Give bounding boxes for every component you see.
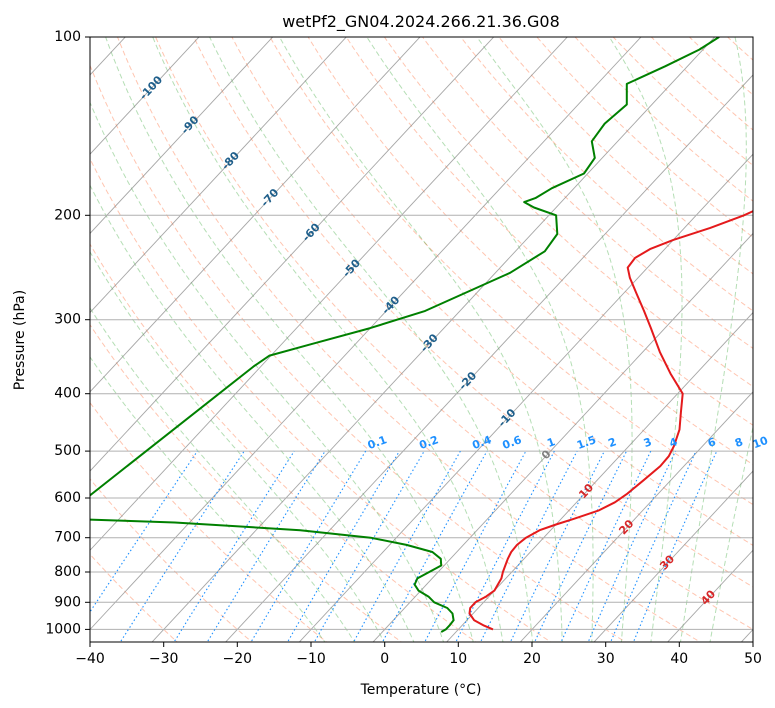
- y-tick-label: 800: [54, 564, 81, 580]
- mixing-ratio-lines: [90, 450, 718, 642]
- isotherm-line: [372, 232, 753, 642]
- x-tick-label: 40: [670, 651, 688, 667]
- x-tick-label: −10: [296, 651, 326, 667]
- mixing-ratio-line: [424, 450, 527, 642]
- mixing-ratio-label: 2: [606, 435, 618, 450]
- isotherm-line: [90, 37, 274, 235]
- mixing-ratio-line: [286, 450, 400, 642]
- y-tick-label: 1000: [45, 621, 81, 637]
- x-tick-label: 20: [523, 651, 541, 667]
- y-axis-label: Pressure (hPa): [12, 290, 28, 390]
- mixing-ratio-label: 8: [733, 435, 745, 450]
- mixing-ratio-line: [560, 450, 652, 642]
- isotherm-line: [151, 37, 716, 642]
- mixing-ratio-line: [119, 450, 245, 642]
- y-tick-label: 400: [54, 386, 81, 402]
- isotherm-line: [90, 37, 568, 551]
- isotherm-line: [90, 37, 200, 155]
- moist-adiabat-line: [90, 101, 445, 642]
- x-tick-label: −40: [75, 651, 105, 667]
- mixing-ratio-line: [173, 450, 295, 642]
- y-tick-label: 700: [54, 530, 81, 546]
- isotherm-line: [593, 470, 753, 642]
- chart-title: wetPf2_GN04.2024.266.21.36.G08: [282, 12, 560, 32]
- isotherm-line: [225, 74, 753, 642]
- mixing-ratio-line: [479, 450, 578, 642]
- mixing-ratio-label: 0.6: [501, 433, 524, 452]
- isotherm-line: [519, 391, 753, 642]
- dewpoint-profile-line: [90, 37, 720, 633]
- isotherm-line: [90, 37, 421, 393]
- mixing-ratio-label: 0.4: [470, 433, 493, 452]
- mixing-ratio-label: 4: [668, 435, 680, 450]
- y-tick-label: 500: [54, 443, 81, 459]
- y-axis-ticks: 100 200 300 400 500 600 700 800 900 1000: [45, 29, 90, 637]
- mixing-ratio-label: 10: [751, 434, 770, 452]
- x-tick-label: 50: [744, 651, 762, 667]
- y-tick-label: 300: [54, 312, 81, 328]
- moist-adiabat-line: [90, 356, 326, 642]
- isotherm-line: [298, 153, 753, 642]
- sounding-series: [90, 37, 753, 633]
- dry-adiabat-line: [193, 37, 753, 588]
- mixing-ratio-label: 1.5: [575, 433, 598, 452]
- x-axis-label: Temperature (°C): [360, 682, 482, 698]
- isotherm-line: [446, 311, 753, 642]
- moist-adiabat-line: [90, 184, 415, 642]
- x-tick-label: −30: [149, 651, 179, 667]
- isotherm-line: [90, 37, 642, 631]
- mixing-ratio-line: [455, 450, 555, 642]
- dry-adiabat-line: [231, 37, 753, 546]
- x-tick-label: 30: [597, 651, 615, 667]
- y-tick-label: 600: [54, 490, 81, 506]
- plot-area: [90, 37, 753, 642]
- pressure-gridlines: [90, 37, 753, 630]
- dry-adiabat-line: [269, 37, 753, 506]
- plot-frame: [89, 36, 754, 643]
- mixing-ratio-line: [533, 450, 628, 642]
- dry-adiabat-line: [460, 37, 753, 312]
- x-tick-label: 0: [380, 651, 389, 667]
- dry-adiabat-line: [345, 37, 753, 426]
- mixing-ratio-label: 0.1: [366, 433, 389, 452]
- mixing-ratio-line: [206, 450, 326, 642]
- dry-adiabat-line: [90, 64, 627, 642]
- x-tick-label: 10: [449, 651, 467, 667]
- y-tick-label: 900: [54, 594, 81, 610]
- y-tick-label: 100: [54, 29, 81, 45]
- mixing-ratio-label: 0.2: [417, 433, 440, 452]
- y-tick-label: 200: [54, 207, 81, 223]
- mixing-ratio-label: 1: [545, 435, 557, 450]
- isotherm-line: [90, 37, 347, 314]
- dry-adiabat-line: [90, 243, 477, 642]
- temperature-profile-line: [468, 210, 753, 631]
- mixing-ratio-label: 3: [642, 435, 654, 450]
- skewed-isotherms: [90, 37, 753, 642]
- isotherm-line: [90, 37, 495, 472]
- x-tick-label: −20: [223, 651, 253, 667]
- x-axis-ticks: −40 −30 −20 −10 0 10 20 30 40 50: [75, 642, 762, 667]
- mixing-ratio-label: 6: [706, 435, 718, 450]
